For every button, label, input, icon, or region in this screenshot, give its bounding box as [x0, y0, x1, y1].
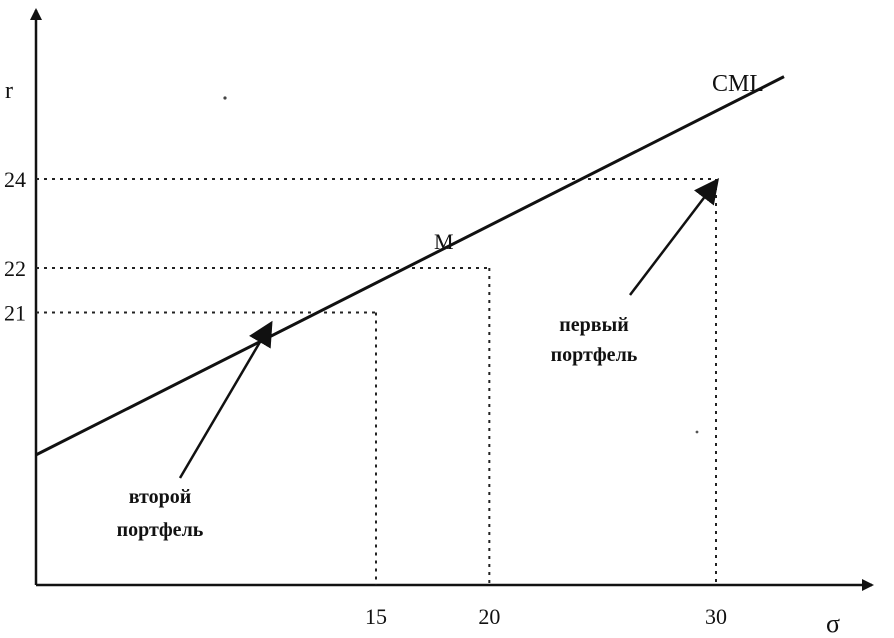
first-portfolio-label-line2: портфель: [551, 344, 638, 366]
cml-line: [35, 75, 785, 457]
point-m-label: M: [434, 229, 454, 254]
speck: [223, 96, 227, 100]
x-tick-label: 30: [705, 604, 727, 629]
x-axis-label: σ: [826, 609, 840, 638]
y-axis-label: r: [5, 78, 13, 104]
series-lines: [35, 75, 785, 457]
tick-labels: 15 20 30 21 22 24: [4, 167, 727, 629]
first-portfolio-arrow: [629, 178, 720, 296]
second-portfolio-arrow: [178, 320, 273, 479]
second-portfolio-label-line2: портфель: [117, 519, 204, 541]
x-tick-label: 20: [478, 604, 500, 629]
speck: [695, 430, 699, 434]
second-portfolio-label-line1: второй: [129, 486, 192, 508]
y-tick-label: 24: [4, 167, 26, 192]
y-tick-label: 21: [4, 301, 26, 326]
x-tick-label: 15: [365, 604, 387, 629]
y-tick-label: 22: [4, 256, 26, 281]
dashed-guides: [36, 178, 717, 585]
first-portfolio-label-line1: первый: [559, 314, 628, 336]
cml-label: CML: [712, 71, 764, 97]
